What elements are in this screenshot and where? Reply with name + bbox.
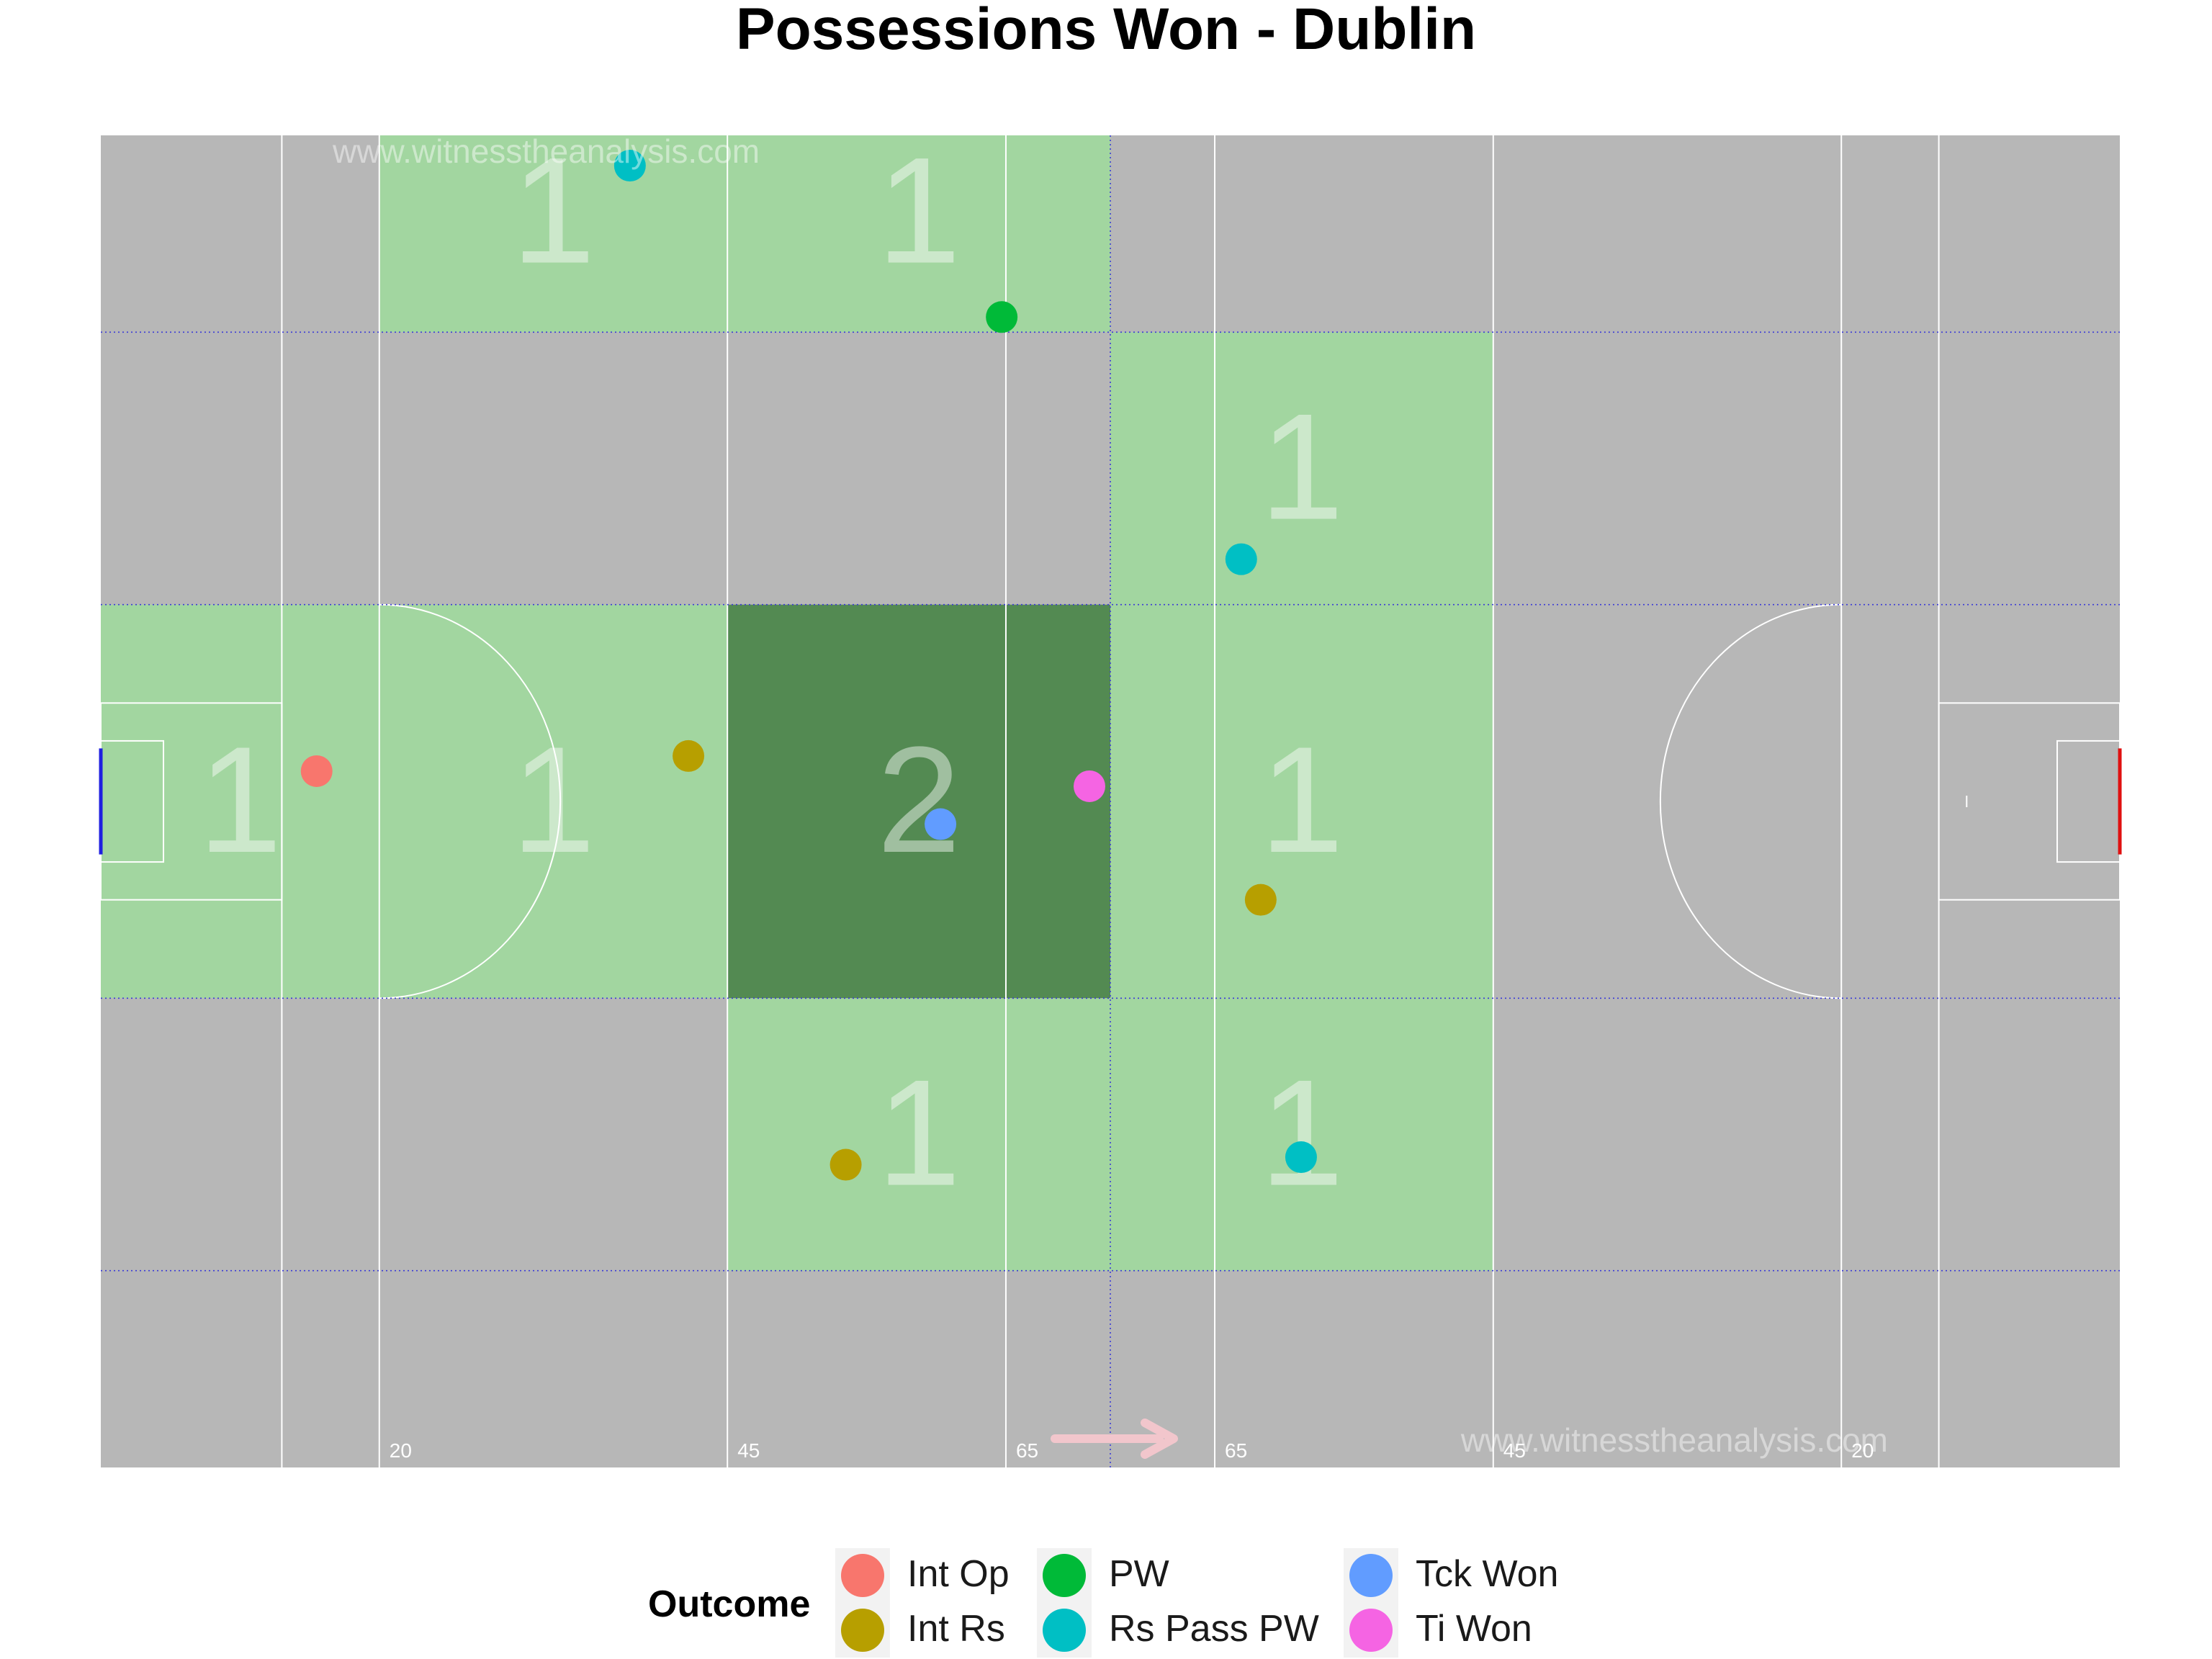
distance-label: 20 xyxy=(390,1439,412,1462)
legend-label: Ti Won xyxy=(1416,1608,1532,1650)
zone-count-label: 1 xyxy=(877,1048,961,1218)
zone-count-label: 1 xyxy=(198,715,282,884)
data-point xyxy=(830,1148,862,1181)
data-point xyxy=(1244,884,1277,916)
zone-count-label: 1 xyxy=(511,126,595,295)
zone-cell xyxy=(727,998,1110,1271)
pitch-lines xyxy=(99,135,2122,1467)
data-point xyxy=(1285,1141,1317,1174)
legend-swatch xyxy=(1349,1554,1393,1597)
zone-cell xyxy=(379,135,728,333)
legend-label: Rs Pass PW xyxy=(1109,1608,1319,1650)
zone-cell xyxy=(1110,604,1493,999)
zone-cell xyxy=(727,135,1110,333)
legend-label: Int Rs xyxy=(907,1608,1005,1650)
legend: Outcome Int Op Int Rs PW Rs Pass PW Tck Won T… xyxy=(648,1548,1656,1658)
zone-count-labels: 1 1 1 1 1 2 1 1 1 xyxy=(198,126,1344,1218)
data-point xyxy=(613,150,646,182)
data-point xyxy=(1073,770,1105,802)
data-point xyxy=(300,755,333,787)
zone-cell xyxy=(379,604,728,999)
watermark: www.witnesstheanalysis.com xyxy=(1460,1421,1888,1459)
zone-cell xyxy=(727,604,1110,999)
legend-title: Outcome xyxy=(648,1583,811,1625)
data-point xyxy=(1225,543,1257,575)
legend-swatch xyxy=(841,1609,884,1652)
arc-left xyxy=(379,603,562,999)
distance-label: 45 xyxy=(1503,1439,1526,1462)
zone-count-label: 1 xyxy=(511,715,595,884)
legend-swatch xyxy=(1349,1609,1393,1652)
zone-layer xyxy=(101,135,1493,1271)
distance-label: 65 xyxy=(1016,1439,1038,1462)
zone-cell xyxy=(1110,332,1493,605)
distance-labels: 20 45 65 65 45 20 xyxy=(390,1419,1874,1462)
distance-label: 20 xyxy=(1851,1439,1874,1462)
legend-swatch xyxy=(1043,1554,1086,1597)
zone-grid xyxy=(101,135,2120,1467)
zone-cell xyxy=(1110,998,1493,1271)
arc-right xyxy=(1659,603,1842,999)
legend-label: PW xyxy=(1109,1553,1169,1595)
legend-swatch xyxy=(841,1554,884,1597)
zone-count-label: 1 xyxy=(1259,1048,1344,1218)
legend-swatch xyxy=(1043,1609,1086,1652)
legend-label: Int Op xyxy=(907,1553,1010,1595)
zone-count-label: 2 xyxy=(877,715,961,884)
watermarks: www.witnesstheanalysis.com www.witnessthe… xyxy=(332,132,1888,1459)
zone-count-label: 1 xyxy=(1259,715,1344,884)
direction-arrow-head xyxy=(1141,1419,1178,1459)
distance-label: 45 xyxy=(737,1439,760,1462)
distance-label: 65 xyxy=(1225,1439,1247,1462)
data-point xyxy=(925,808,957,840)
legend-label: Tck Won xyxy=(1416,1553,1559,1595)
zone-count-label: 1 xyxy=(1259,382,1344,552)
watermark: www.witnesstheanalysis.com xyxy=(332,132,760,170)
points-layer xyxy=(300,150,1317,1181)
chart-title: Possessions Won - Dublin xyxy=(735,0,1477,62)
data-point xyxy=(673,739,705,772)
zone-cell xyxy=(101,604,379,999)
data-point xyxy=(986,301,1018,333)
zone-count-label: 1 xyxy=(877,126,961,295)
